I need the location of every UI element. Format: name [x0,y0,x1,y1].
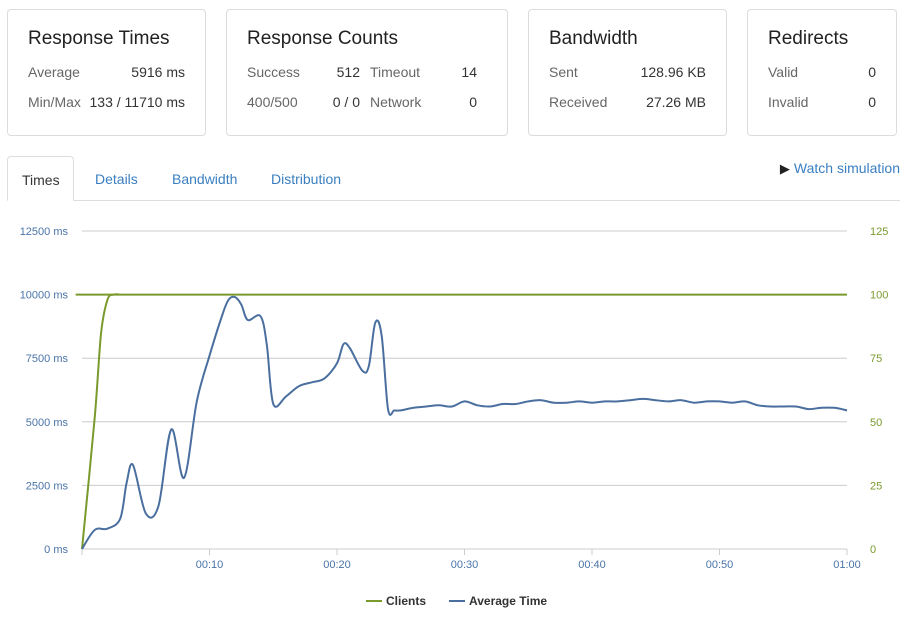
bandwidth-title: Bandwidth [549,28,638,49]
tab-details[interactable]: Details [95,171,138,187]
sent-row: Sent 128.96 KB [549,64,706,84]
response-times-card: Response Times Average 5916 ms Min/Max 1… [7,9,206,136]
valid-label: Valid [768,64,799,80]
y-left-tick-label: 0 ms [44,544,68,556]
valid-row: Valid 0 [768,64,876,84]
legend-average-time-label: Average Time [469,594,547,608]
y-right-tick-label: 125 [870,226,888,238]
y-right-tick-label: 100 [870,290,888,302]
x-tick-label: 00:50 [706,559,734,571]
errors-row: 400/500 0 / 0 [247,94,360,114]
play-icon: ▶ [779,161,790,176]
y-left-tick-label: 10000 ms [20,290,69,302]
average-time-series-line [81,295,848,550]
bandwidth-card: Bandwidth Sent 128.96 KB Received 27.26 … [528,9,727,136]
x-tick-label: 00:40 [578,559,606,571]
x-tick-label: 00:10 [196,559,224,571]
network-value: 0 [469,94,477,110]
invalid-label: Invalid [768,94,809,110]
response-counts-card: Response Counts Success 512 Timeout 14 4… [226,9,508,136]
x-tick-label: 00:20 [323,559,351,571]
x-tick-label: 00:30 [451,559,479,571]
y-right-tick-label: 75 [870,353,882,365]
minmax-value: 133 / 11710 ms [89,94,185,110]
received-label: Received [549,94,608,110]
tab-bandwidth[interactable]: Bandwidth [172,171,238,187]
watch-simulation-link[interactable]: ▶ Watch simulation [780,160,900,177]
timeout-label: Timeout [370,64,421,80]
errors-label: 400/500 [247,94,298,110]
y-right-tick-label: 50 [870,417,882,429]
errors-value: 0 / 0 [332,94,360,110]
y-right-tick-label: 0 [870,544,876,556]
tab-times[interactable]: Times [7,156,74,201]
y-left-tick-label: 5000 ms [26,417,69,429]
clients-series-line [75,293,847,550]
minmax-label: Min/Max [28,94,81,110]
x-tick-label: 01:00 [833,559,861,571]
timeout-row: Timeout 14 [370,64,477,84]
success-label: Success [247,64,300,80]
sent-value: 128.96 KB [640,64,706,80]
network-label: Network [370,94,422,110]
y-left-tick-label: 7500 ms [26,353,69,365]
network-row: Network 0 [370,94,477,114]
y-right-tick-label: 25 [870,480,882,492]
success-row: Success 512 [247,64,360,84]
watch-simulation-label: Watch simulation [793,160,900,176]
legend-clients-label: Clients [386,594,426,608]
success-value: 512 [336,64,360,80]
received-value: 27.26 MB [646,94,706,110]
invalid-value: 0 [868,94,876,110]
valid-value: 0 [868,64,876,80]
timeout-value: 14 [461,64,477,80]
y-left-tick-label: 12500 ms [20,226,69,238]
average-row: Average 5916 ms [28,64,185,84]
redirects-card: Redirects Valid 0 Invalid 0 [747,9,897,136]
response-times-title: Response Times [28,28,170,49]
average-value: 5916 ms [131,64,185,80]
invalid-row: Invalid 0 [768,94,876,114]
tab-distribution[interactable]: Distribution [271,171,342,187]
redirects-title: Redirects [768,28,849,49]
average-label: Average [28,64,80,80]
y-left-tick-label: 2500 ms [26,480,69,492]
chart-tabs: Times Details Bandwidth Distribution [7,156,900,201]
minmax-row: Min/Max 133 / 11710 ms [28,94,185,114]
sent-label: Sent [549,64,578,80]
response-counts-title: Response Counts [247,28,399,49]
received-row: Received 27.26 MB [549,94,706,114]
